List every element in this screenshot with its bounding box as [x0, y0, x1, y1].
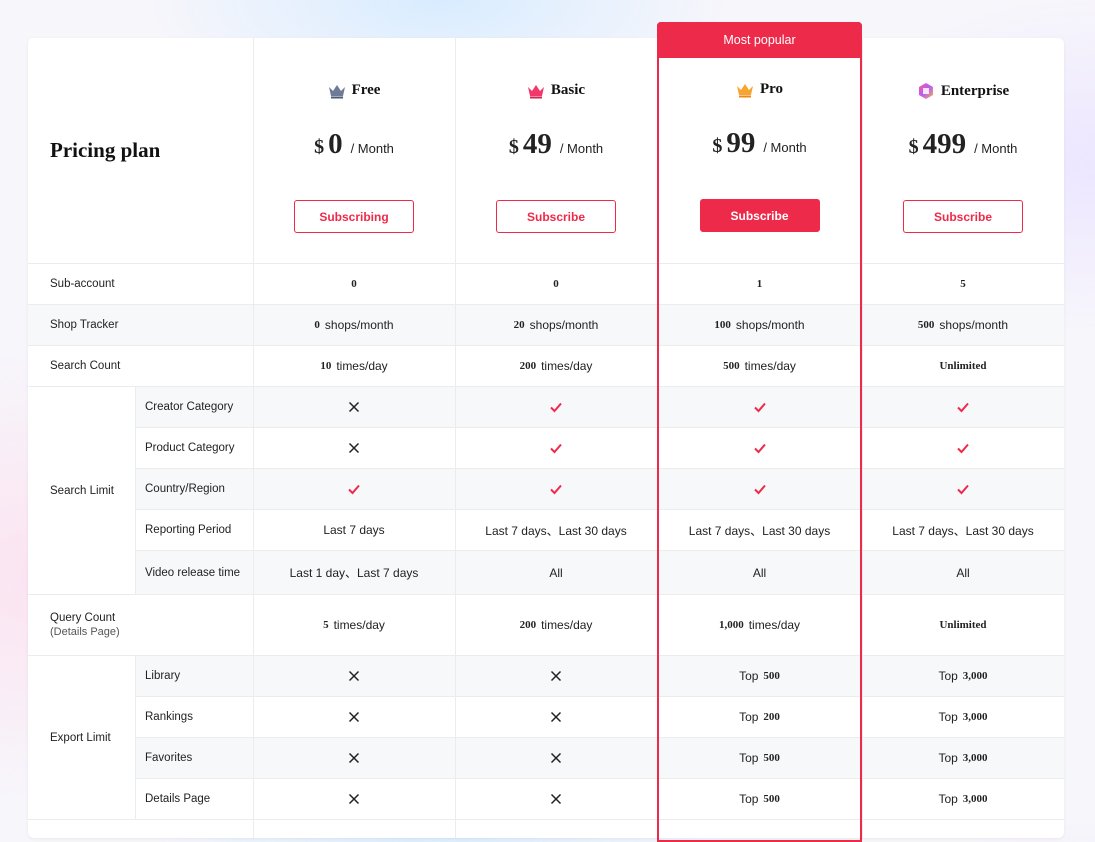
plan-price: $ 0 / Month: [314, 128, 394, 160]
cross-icon: [348, 752, 360, 764]
row-library: Library Top 500 Top 3,000: [28, 655, 1064, 696]
check-icon: [957, 484, 969, 495]
row-label: Favorites: [145, 752, 193, 764]
column-divider: [862, 38, 863, 838]
plan-pro: Pro $ 99 / Month Subscribe: [659, 38, 860, 263]
plan-free: Free $ 0 / Month Subscribing: [253, 38, 455, 263]
row-label: Creator Category: [145, 401, 234, 413]
check-icon: [753, 484, 766, 495]
check-icon: [550, 484, 562, 495]
price-amount: 49: [522, 128, 552, 160]
plan-enterprise: Enterprise $ 499 / Month Subscribe: [862, 38, 1064, 263]
row-label: Query Count (Details Page): [50, 612, 120, 638]
subscribe-button-basic[interactable]: Subscribe: [496, 200, 616, 233]
row-search-count: Search Count 10 times/day 200 times/day 50…: [28, 345, 1064, 386]
row-next: [28, 819, 1064, 839]
cross-icon: [348, 442, 360, 454]
check-icon: [550, 443, 562, 454]
plan-name: Enterprise: [940, 82, 1010, 99]
row-details-page: Details Page Top 500 Top 3,000: [28, 778, 1064, 819]
row-label: Shop Tracker: [50, 319, 119, 331]
check-icon: [753, 443, 766, 454]
row-label: Video release time: [145, 566, 241, 579]
row-reporting-period: Reporting Period Last 7 days Last 7 days…: [28, 509, 1064, 550]
crown-icon: [736, 83, 753, 97]
cross-icon: [550, 752, 562, 764]
cross-icon: [348, 793, 360, 805]
cross-icon: [348, 670, 360, 682]
row-label: Country/Region: [145, 483, 225, 495]
plan-basic: Basic $ 49 / Month Subscribe: [455, 38, 657, 263]
cross-icon: [348, 711, 360, 723]
subscribing-button[interactable]: Subscribing: [294, 200, 414, 233]
column-divider: [135, 655, 136, 819]
check-icon: [957, 402, 969, 413]
cross-icon: [550, 670, 562, 682]
plan-name: Basic: [550, 82, 586, 98]
row-favorites: Favorites Top 500 Top 3,000: [28, 737, 1064, 778]
subscribe-button-enterprise[interactable]: Subscribe: [903, 200, 1023, 233]
row-video-release-time: Video release time Last 1 day、Last 7 day…: [28, 550, 1064, 594]
plan-price: $ 499 / Month: [908, 128, 1018, 160]
row-product-category: Product Category: [28, 427, 1064, 468]
check-icon: [957, 443, 969, 454]
subscribe-button-pro[interactable]: Subscribe: [699, 199, 820, 232]
most-popular-badge: Most popular: [657, 22, 862, 58]
check-icon: [550, 402, 562, 413]
crown-icon: [328, 84, 345, 98]
page-title: Pricing plan: [50, 138, 161, 162]
column-divider: [253, 38, 254, 838]
price-amount: 99: [726, 127, 756, 159]
search-limit-label: Search Limit: [28, 386, 135, 594]
check-icon: [348, 484, 360, 495]
row-label: Product Category: [145, 442, 235, 454]
crown-icon: [918, 83, 933, 99]
row-label: Reporting Period: [145, 524, 232, 536]
plan-name: Pro: [759, 81, 784, 97]
column-divider: [135, 386, 136, 594]
plan-price: $ 49 / Month: [508, 128, 604, 160]
export-limit-label: Export Limit: [28, 655, 135, 819]
plan-name: Free: [351, 82, 381, 98]
row-label: Rankings: [145, 711, 193, 723]
price-amount: 499: [922, 128, 967, 160]
row-query-count: Query Count (Details Page) 5 times/day 20…: [28, 594, 1064, 655]
pricing-table: Pricing plan Free $ 0 / Month Subscribin…: [28, 38, 1064, 838]
cross-icon: [348, 401, 360, 413]
column-divider: [455, 38, 456, 838]
price-amount: 0: [328, 128, 343, 160]
row-label: Library: [145, 670, 181, 682]
row-sub-account: Sub-account 0 0 1 5: [28, 263, 1064, 304]
check-icon: [753, 402, 766, 413]
crown-icon: [527, 84, 544, 98]
plan-price: $ 99 / Month: [712, 127, 807, 159]
row-label: Details Page: [145, 793, 211, 805]
row-shop-tracker: Shop Tracker 0 shops/month 20 shops/month …: [28, 304, 1064, 345]
row-creator-category: Creator Category: [28, 386, 1064, 427]
row-label: Sub-account: [50, 278, 115, 290]
row-country-region: Country/Region: [28, 468, 1064, 509]
title-cell: Pricing plan: [28, 38, 253, 263]
row-label: Search Count: [50, 360, 121, 372]
cross-icon: [550, 711, 562, 723]
row-rankings: Rankings Top 200 Top 3,000: [28, 696, 1064, 737]
cross-icon: [550, 793, 562, 805]
